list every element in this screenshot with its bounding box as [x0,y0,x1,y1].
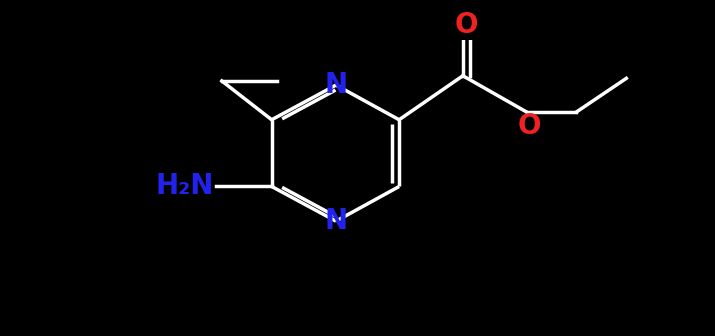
Text: H₂N: H₂N [155,172,214,201]
Text: N: N [325,207,347,235]
Text: O: O [518,112,541,140]
Text: N: N [325,71,347,99]
Text: O: O [455,11,478,39]
